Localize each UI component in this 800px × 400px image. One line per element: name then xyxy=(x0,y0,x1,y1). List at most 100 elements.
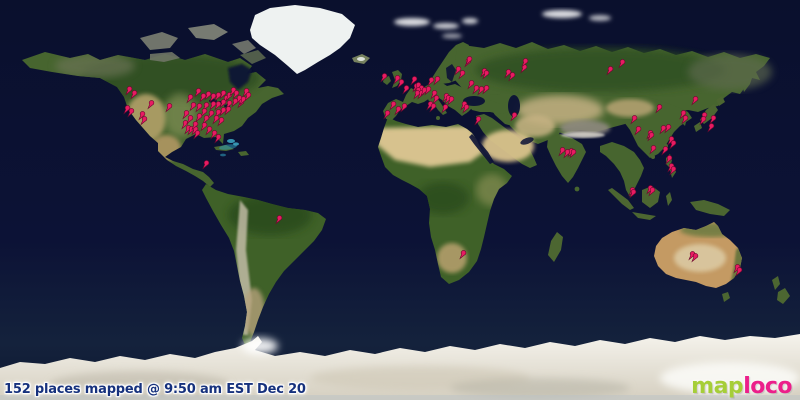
place-marker xyxy=(244,92,252,102)
place-marker xyxy=(204,91,212,101)
place-marker xyxy=(664,124,672,134)
place-marker xyxy=(679,110,687,120)
place-marker xyxy=(123,105,131,115)
place-marker xyxy=(477,86,485,96)
place-marker xyxy=(186,115,194,125)
place-marker xyxy=(394,106,402,116)
place-marker xyxy=(127,108,135,118)
place-marker xyxy=(209,93,217,103)
place-marker xyxy=(402,85,410,95)
place-marker xyxy=(125,86,133,96)
place-marker xyxy=(193,130,201,140)
place-marker xyxy=(413,90,421,100)
place-marker xyxy=(147,100,155,110)
place-marker xyxy=(400,103,408,113)
place-marker xyxy=(474,116,482,126)
logo-text-loco: loco xyxy=(743,374,792,399)
place-marker xyxy=(648,187,656,197)
place-marker xyxy=(606,66,614,76)
place-marker xyxy=(669,166,677,176)
place-marker xyxy=(165,103,173,113)
place-marker xyxy=(467,80,475,90)
place-marker xyxy=(521,58,529,68)
place-marker xyxy=(447,96,455,106)
place-marker xyxy=(199,93,207,103)
place-marker xyxy=(430,90,438,100)
place-marker xyxy=(202,115,210,125)
place-marker xyxy=(459,250,467,260)
place-marker xyxy=(195,113,203,123)
place-marker xyxy=(231,98,239,108)
maploco-logo[interactable]: maploco xyxy=(691,374,792,399)
place-marker xyxy=(433,76,441,86)
place-marker xyxy=(472,85,480,95)
place-marker xyxy=(186,94,194,104)
place-marker xyxy=(432,95,440,105)
place-marker xyxy=(130,90,138,100)
place-marker xyxy=(458,70,466,80)
place-marker xyxy=(691,253,699,263)
place-marker xyxy=(138,111,146,121)
place-marker xyxy=(424,86,432,96)
place-marker xyxy=(210,130,218,140)
place-marker xyxy=(510,112,518,122)
place-marker xyxy=(649,145,657,155)
place-marker xyxy=(558,147,566,157)
place-marker xyxy=(219,99,227,109)
place-marker xyxy=(462,104,470,114)
place-marker xyxy=(214,92,222,102)
place-marker xyxy=(427,77,435,87)
place-marker xyxy=(212,115,220,125)
place-marker xyxy=(659,125,667,135)
place-marker xyxy=(219,107,227,117)
place-marker xyxy=(647,132,655,142)
place-marker xyxy=(661,146,669,156)
place-marker xyxy=(735,267,743,277)
place-marker xyxy=(665,155,673,165)
place-marker xyxy=(140,116,148,126)
place-marker xyxy=(194,88,202,98)
place-marker xyxy=(380,73,388,83)
place-marker xyxy=(669,140,677,150)
place-marker xyxy=(224,106,232,116)
place-marker xyxy=(214,134,222,144)
place-marker xyxy=(191,121,199,131)
place-marker xyxy=(441,104,449,114)
place-marker xyxy=(205,126,213,136)
place-marker xyxy=(630,115,638,125)
place-marker xyxy=(389,101,397,111)
place-marker xyxy=(691,96,699,106)
place-marker xyxy=(504,69,512,79)
place-marker xyxy=(482,85,490,95)
place-marker xyxy=(482,70,490,80)
place-marker xyxy=(681,115,689,125)
place-marker xyxy=(410,76,418,86)
place-marker xyxy=(420,87,428,97)
place-marker xyxy=(465,56,473,66)
place-marker xyxy=(508,72,516,82)
place-marker xyxy=(200,122,208,132)
place-marker xyxy=(189,102,197,112)
place-marker xyxy=(634,126,642,136)
place-marker xyxy=(397,79,405,89)
status-text: 152 places mapped @ 9:50 am EST Dec 20 xyxy=(4,382,306,397)
logo-text-map: map xyxy=(691,374,744,399)
place-marker xyxy=(202,160,210,170)
place-marker xyxy=(275,215,283,225)
place-marker xyxy=(707,123,715,133)
place-marker xyxy=(618,59,626,69)
place-marker xyxy=(200,108,208,118)
place-marker xyxy=(454,66,462,76)
place-marker xyxy=(195,103,203,113)
place-marker xyxy=(219,90,227,100)
status-bar: 152 places mapped @ 9:50 am EST Dec 20 xyxy=(4,382,306,397)
place-marker xyxy=(209,101,217,111)
place-marker xyxy=(699,116,707,126)
place-marker xyxy=(655,104,663,114)
place-marker xyxy=(383,110,391,120)
place-marker xyxy=(182,110,190,120)
place-marker xyxy=(563,149,571,159)
place-marker xyxy=(232,90,240,100)
